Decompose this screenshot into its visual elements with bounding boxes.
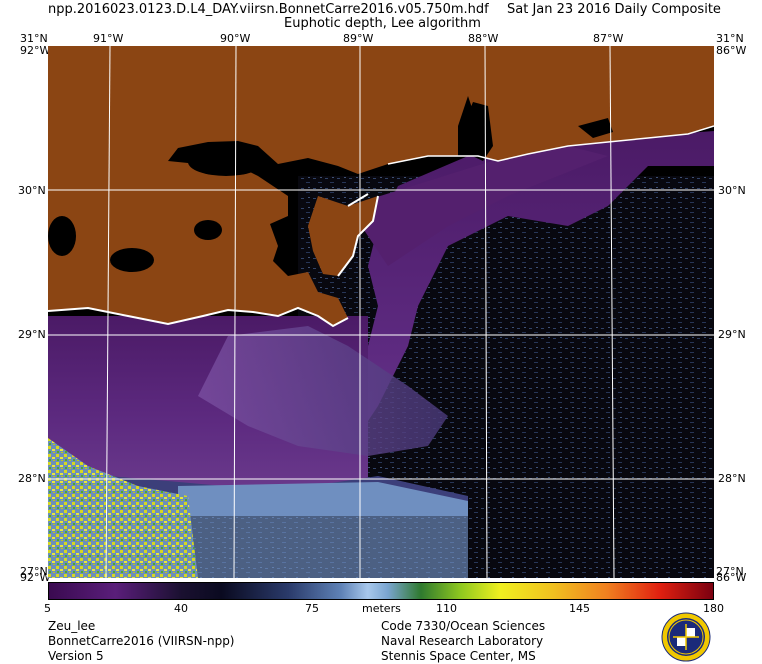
- org-name: Naval Research Laboratory: [381, 634, 544, 648]
- lat-label-right-30: 30°N: [718, 184, 746, 197]
- composite-date: Sat Jan 23 2016 Daily Composite: [507, 2, 721, 17]
- colorbar: [48, 582, 714, 600]
- lon-label-top-87: 87°W: [593, 32, 624, 45]
- corner-lon-bottom-left: 92°W: [20, 571, 51, 584]
- lon-label-top-89: 89°W: [343, 32, 374, 45]
- colorbar-tick-40: 40: [174, 602, 188, 615]
- inland-lake-a: [194, 220, 222, 240]
- pensacola-bay: [578, 118, 613, 138]
- colorbar-tick-75: 75: [305, 602, 319, 615]
- navy-seal-icon: [661, 612, 711, 662]
- product-title: Euphotic depth, Lee algorithm: [284, 16, 481, 31]
- river-plume: [198, 326, 448, 456]
- org-code: Code 7330/Ocean Sciences: [381, 619, 546, 633]
- corner-lat-bottom-left: 27°N: [20, 565, 48, 578]
- lon-label-top-90: 90°W: [220, 32, 251, 45]
- corner-lon-bottom-right: 86°W: [716, 571, 747, 584]
- filename-title: npp.2016023.0123.D.L4_DAY.viirsn.BonnetC…: [48, 2, 489, 17]
- colorbar-tick-145: 145: [569, 602, 590, 615]
- corner-lat-top-right: 31°N: [716, 32, 744, 45]
- lon-label-top-88: 88°W: [468, 32, 499, 45]
- corner-lat-top-left: 31°N: [20, 32, 48, 45]
- org-location: Stennis Space Center, MS: [381, 649, 536, 663]
- corner-lat-bottom-right: 27°N: [716, 565, 744, 578]
- graticule: [48, 46, 714, 578]
- lat-label-right-28: 28°N: [718, 472, 746, 485]
- lon-label-top-91: 91°W: [93, 32, 124, 45]
- euphotic-depth-map: [48, 46, 714, 578]
- inland-lake-c: [48, 216, 76, 256]
- northern-coastline: [387, 125, 714, 165]
- land-mass: [48, 46, 714, 326]
- lat-label-left-30: 30°N: [18, 184, 46, 197]
- clear-water-patch: [48, 438, 198, 578]
- dataset-name: BonnetCarre2016 (VIIRSN-npp): [48, 634, 235, 648]
- nearshore-band: [348, 146, 608, 266]
- corner-lon-top-right: 86°W: [716, 44, 747, 57]
- lat-label-right-29: 29°N: [718, 328, 746, 341]
- corner-lon-top-left: 92°W: [20, 44, 51, 57]
- inland-lake-b: [110, 248, 154, 272]
- coastline: [48, 306, 349, 328]
- lake-pontchartrain: [188, 148, 264, 176]
- colorbar-unit: meters: [362, 602, 401, 615]
- colorbar-tick-180: 180: [703, 602, 724, 615]
- delta-coastline: [337, 193, 379, 277]
- lat-label-left-28: 28°N: [18, 472, 46, 485]
- blue-band-speckle: [178, 516, 468, 578]
- product-code: Zeu_lee: [48, 619, 96, 633]
- shelf-water: [48, 131, 714, 496]
- colorbar-tick-5: 5: [44, 602, 51, 615]
- version-label: Version 5: [48, 649, 104, 663]
- lat-label-left-29: 29°N: [18, 328, 46, 341]
- colorbar-tick-110: 110: [436, 602, 457, 615]
- lake-borgne: [260, 166, 296, 182]
